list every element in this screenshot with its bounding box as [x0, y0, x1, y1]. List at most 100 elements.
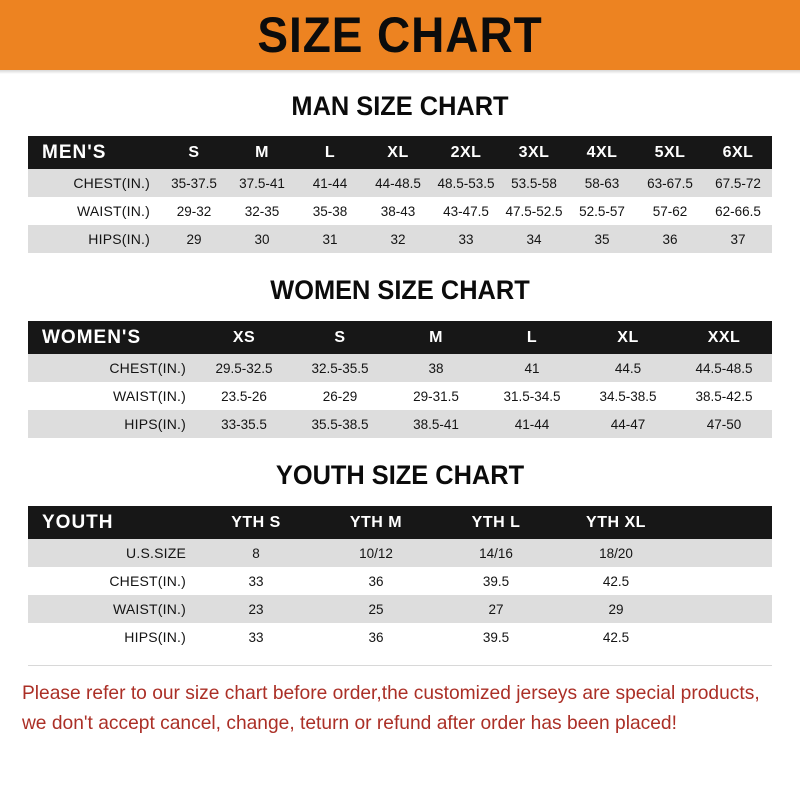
man-row-label-chest-in-: CHEST(IN.) — [73, 175, 150, 191]
order-policy-note: Please refer to our size chart before or… — [18, 678, 771, 738]
table-row: HIPS(IN.) 29 30 31 32 33 34 35 36 37 — [28, 225, 772, 253]
table-cell: 32-35 — [244, 203, 280, 219]
table-cell: 44.5 — [614, 360, 642, 376]
man-size-header-5xl: 5XL — [654, 143, 686, 161]
table-cell: 29-31.5 — [413, 388, 459, 404]
man-row-label-waist-in-: WAIST(IN.) — [76, 203, 150, 219]
table-row: CHEST(IN.) 29.5-32.5 32.5-35.5 38 41 44.5 44.5… — [28, 354, 772, 382]
youth-size-section: YOUTH SIZE CHART YOUTH YTH S YTH M YTH L YT… — [0, 460, 800, 651]
banner-shadow-divider — [0, 70, 800, 74]
table-row: U.S.SIZE 8 10/12 14/16 18/20 — [28, 539, 772, 567]
page-banner: SIZE CHART — [0, 0, 800, 70]
man-size-header-6xl: 6XL — [722, 143, 754, 161]
table-cell: 29 — [608, 601, 624, 617]
table-cell: 32 — [390, 231, 406, 247]
table-cell: 32.5-35.5 — [311, 360, 369, 376]
table-cell: 10/12 — [359, 545, 393, 561]
table-cell: 29-32 — [176, 203, 212, 219]
man-size-header-4xl: 4XL — [586, 143, 618, 161]
table-cell: 26-29 — [322, 388, 358, 404]
table-row: WAIST(IN.) 23.5-26 26-29 29-31.5 31.5-34.5 34… — [28, 382, 772, 410]
women-size-header-s: S — [334, 328, 346, 346]
table-cell: 14/16 — [479, 545, 513, 561]
women-row-label-waist-in-: WAIST(IN.) — [112, 388, 186, 404]
man-table-header-row: MEN'S S M L XL 2XL 3XL 4XL 5XL 6XL — [28, 136, 772, 169]
table-cell: 48.5-53.5 — [437, 175, 495, 191]
table-cell: 38 — [428, 360, 444, 376]
man-table-body: CHEST(IN.) 35-37.5 37.5-41 41-44 44-48.5 48.5… — [28, 169, 772, 253]
table-cell: 35 — [594, 231, 610, 247]
table-row: HIPS(IN.) 33 36 39.5 42.5 — [28, 623, 772, 651]
table-cell: 37.5-41 — [239, 175, 285, 191]
youth-row-label-waist-in-: WAIST(IN.) — [112, 601, 186, 617]
table-cell: 23 — [248, 601, 264, 617]
youth-size-header-yth-l: YTH L — [471, 513, 521, 531]
man-size-header-3xl: 3XL — [518, 143, 550, 161]
youth-row-label-u-s-size: U.S.SIZE — [126, 545, 186, 561]
order-policy-note-line-1: Please refer to our size chart before or… — [21, 682, 760, 704]
table-cell: 38-43 — [380, 203, 416, 219]
table-cell: 39.5 — [482, 629, 510, 645]
table-cell: 29 — [186, 231, 202, 247]
man-size-table: MEN'S S M L XL 2XL 3XL 4XL 5XL 6XL CHEST(IN.) 35-… — [28, 136, 772, 253]
table-row: WAIST(IN.) 23 25 27 29 — [28, 595, 772, 623]
table-cell: 35-37.5 — [171, 175, 217, 191]
table-row: CHEST(IN.) 35-37.5 37.5-41 41-44 44-48.5 48.5… — [28, 169, 772, 197]
table-cell: 33 — [248, 573, 264, 589]
note-divider — [28, 665, 772, 666]
women-size-header-xxl: XXL — [707, 328, 741, 346]
women-size-header-m: M — [429, 328, 443, 346]
table-cell — [676, 623, 772, 651]
table-cell: 23.5-26 — [221, 388, 267, 404]
youth-row-label-hips-in-: HIPS(IN.) — [124, 629, 186, 645]
youth-size-header-yth-m: YTH M — [349, 513, 403, 531]
youth-section-title: YOUTH SIZE CHART — [275, 460, 525, 490]
women-corner-label: WOMEN'S — [42, 326, 142, 348]
table-cell: 44-47 — [610, 416, 646, 432]
youth-row-label-chest-in-: CHEST(IN.) — [109, 573, 186, 589]
man-corner-label: MEN'S — [42, 141, 107, 163]
order-policy-note-line-2: we don't accept cancel, change, teturn o… — [21, 712, 677, 735]
table-cell: 38.5-41 — [413, 416, 459, 432]
table-cell: 18/20 — [599, 545, 633, 561]
table-cell: 47-50 — [706, 416, 742, 432]
table-cell: 39.5 — [482, 573, 510, 589]
table-cell: 38.5-42.5 — [695, 388, 753, 404]
table-row: WAIST(IN.) 29-32 32-35 35-38 38-43 43-47.5 47.… — [28, 197, 772, 225]
table-cell: 36 — [368, 573, 384, 589]
table-cell: 44-48.5 — [375, 175, 421, 191]
table-cell: 57-62 — [652, 203, 688, 219]
table-cell: 44.5-48.5 — [695, 360, 753, 376]
women-size-section: WOMEN SIZE CHART WOMEN'S XS S M L XL XXL CHES… — [0, 275, 800, 438]
table-row: HIPS(IN.) 33-35.5 35.5-38.5 38.5-41 41-44 44-… — [28, 410, 772, 438]
man-row-label-hips-in-: HIPS(IN.) — [88, 231, 150, 247]
table-cell: 62-66.5 — [715, 203, 761, 219]
table-cell: 25 — [368, 601, 384, 617]
man-size-header-s: S — [188, 143, 200, 161]
youth-corner-label: YOUTH — [42, 511, 114, 533]
women-row-label-chest-in-: CHEST(IN.) — [109, 360, 186, 376]
women-section-title: WOMEN SIZE CHART — [270, 275, 530, 305]
table-cell: 31.5-34.5 — [503, 388, 561, 404]
women-size-header-xs: XS — [232, 328, 256, 346]
women-row-label-hips-in-: HIPS(IN.) — [124, 416, 186, 432]
table-cell: 35.5-38.5 — [311, 416, 369, 432]
man-size-header-l: L — [324, 143, 336, 161]
table-cell: 41-44 — [514, 416, 550, 432]
table-cell — [676, 595, 772, 623]
table-cell — [676, 567, 772, 595]
youth-size-header-yth-xl: YTH XL — [586, 513, 646, 531]
table-cell: 41 — [524, 360, 540, 376]
table-cell: 42.5 — [602, 629, 630, 645]
table-cell: 67.5-72 — [715, 175, 761, 191]
table-cell: 47.5-52.5 — [505, 203, 563, 219]
women-table-body: CHEST(IN.) 29.5-32.5 32.5-35.5 38 41 44.5 44.5… — [28, 354, 772, 438]
table-cell: 37 — [730, 231, 746, 247]
table-cell: 34 — [526, 231, 542, 247]
man-size-header-2xl: 2XL — [450, 143, 482, 161]
table-cell: 30 — [254, 231, 270, 247]
table-cell: 43-47.5 — [443, 203, 489, 219]
table-cell: 36 — [368, 629, 384, 645]
youth-table-header-row: YOUTH YTH S YTH M YTH L YTH XL — [28, 506, 772, 539]
table-cell: 33 — [458, 231, 474, 247]
